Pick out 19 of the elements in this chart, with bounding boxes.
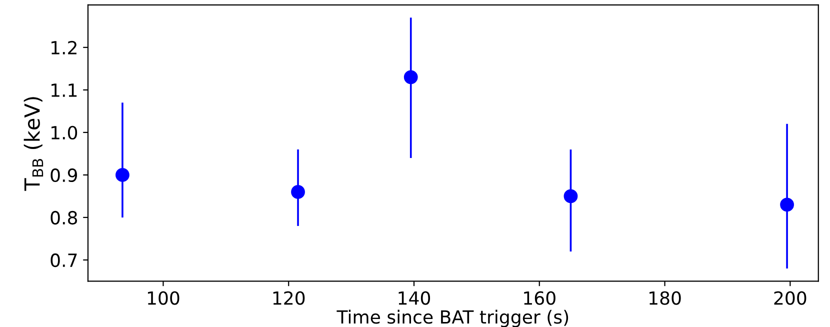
y-axis-title: T$_{BB}$ (keV) bbox=[24, 97, 44, 191]
x-tick-label: 140 bbox=[398, 291, 430, 305]
y-tick-label: 1.0 bbox=[52, 126, 78, 140]
y-tick-label: 1.2 bbox=[52, 40, 76, 54]
point bbox=[116, 168, 130, 182]
x-axis-title: Time since BAT trigger (s) bbox=[336, 310, 568, 327]
x-tick-label: 120 bbox=[273, 291, 305, 305]
x-tick-label: 100 bbox=[148, 291, 180, 305]
point bbox=[564, 189, 578, 204]
point bbox=[780, 198, 794, 212]
x-tick-label: 200 bbox=[774, 291, 806, 305]
y-tick-label: 1.1 bbox=[52, 84, 77, 97]
y-tick-label: 0.9 bbox=[50, 168, 77, 182]
x-tick-label: 160 bbox=[524, 291, 556, 305]
y-tick-label: 0.8 bbox=[50, 210, 78, 225]
x-tick-label: 180 bbox=[650, 291, 681, 305]
y-tick-label: 0.7 bbox=[50, 253, 77, 268]
point bbox=[291, 185, 305, 199]
point bbox=[404, 70, 418, 84]
